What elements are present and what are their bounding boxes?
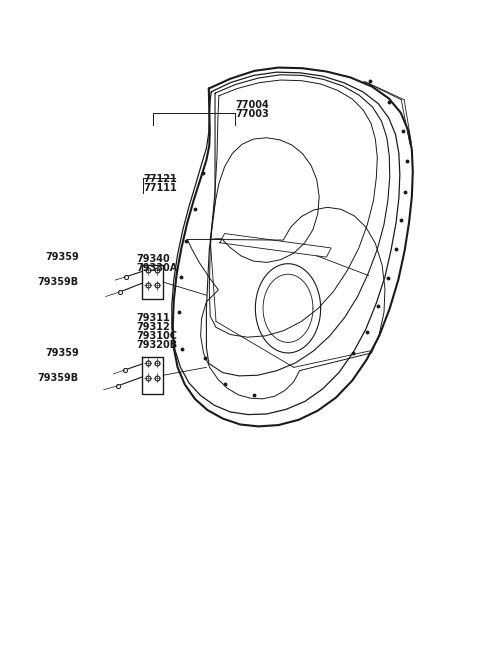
Text: 77003: 77003 [235,110,269,119]
Text: 79320B: 79320B [137,340,178,350]
Text: 77111: 77111 [143,183,177,193]
Text: 79311: 79311 [137,313,170,323]
Text: 79359B: 79359B [37,277,79,287]
Text: 79359: 79359 [46,253,79,262]
Text: 79359B: 79359B [37,373,79,383]
Text: 79330A: 79330A [137,263,178,273]
Text: 79359: 79359 [46,348,79,358]
Text: 77121: 77121 [143,174,177,184]
Text: 79312: 79312 [137,322,170,332]
Text: 79310C: 79310C [137,331,178,341]
Text: 77004: 77004 [235,100,269,110]
Text: 79340: 79340 [137,254,170,264]
